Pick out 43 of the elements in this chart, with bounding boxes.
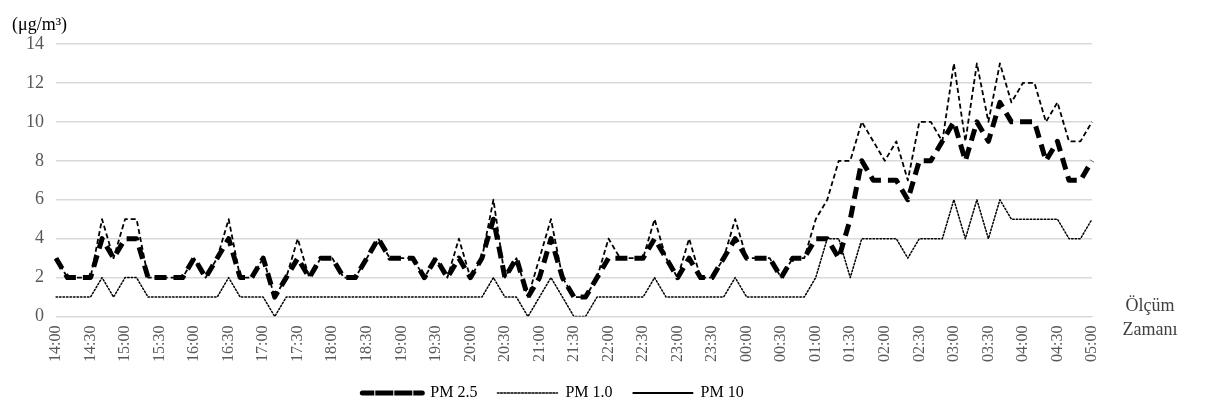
x-tick-label: 17:00: [253, 325, 271, 363]
x-tick-label: 16:30: [218, 325, 236, 363]
x-tick-label: 02:30: [909, 325, 927, 363]
x-tick-label: 21:00: [529, 325, 547, 363]
x-tick-label: 00:30: [771, 325, 789, 363]
x-axis-title: Ölçüm Zamanı: [1122, 295, 1178, 340]
x-tick-label: 17:30: [287, 325, 305, 363]
x-tick-label: 23:00: [667, 325, 685, 363]
x-tick-label: 23:30: [702, 325, 720, 363]
x-tick-label: 18:00: [322, 325, 340, 363]
x-tick-label: 20:30: [495, 325, 513, 363]
y-tick-label: 2: [35, 266, 44, 287]
x-tick-label: 04:30: [1047, 325, 1065, 363]
legend-label: PM 2.5: [430, 383, 478, 401]
x-tick-label: 01:00: [805, 325, 823, 363]
x-tick-label: 20:00: [460, 325, 478, 363]
y-tick-label: 8: [35, 149, 44, 170]
x-tick-label: 04:00: [1013, 325, 1031, 363]
x-tick-label: 01:30: [840, 325, 858, 363]
y-tick-label: 6: [35, 188, 44, 209]
y-tick-label: 0: [35, 305, 44, 326]
y-tick-label: 10: [26, 110, 44, 131]
y-axis-title: (μg/m³): [12, 13, 68, 35]
x-tick-label: 19:30: [426, 325, 444, 363]
x-tick-label: 15:30: [149, 325, 167, 363]
x-tick-label: 05:00: [1082, 325, 1100, 363]
x-tick-label: 18:30: [357, 325, 374, 363]
legend-label: PM 1.0: [565, 383, 613, 401]
x-tick-label: 00:00: [736, 325, 754, 363]
x-tick-label: 22:30: [633, 325, 651, 363]
x-tick-label: 15:00: [115, 325, 133, 363]
legend-label: PM 10: [700, 383, 744, 401]
x-tick-label: 22:00: [598, 325, 616, 363]
x-tick-label: 03:30: [978, 325, 996, 363]
x-tick-label: 19:00: [391, 325, 409, 363]
x-tick-label: 02:00: [875, 325, 892, 363]
x-tick-label: 16:00: [184, 325, 202, 363]
y-tick-label: 4: [35, 227, 44, 248]
x-tick-label: 14:30: [80, 325, 98, 363]
x-tick-label: 03:00: [944, 325, 962, 363]
x-tick-label: 14:00: [46, 325, 64, 363]
x-tick-label: 21:30: [564, 325, 582, 363]
y-tick-label: 12: [26, 71, 44, 92]
